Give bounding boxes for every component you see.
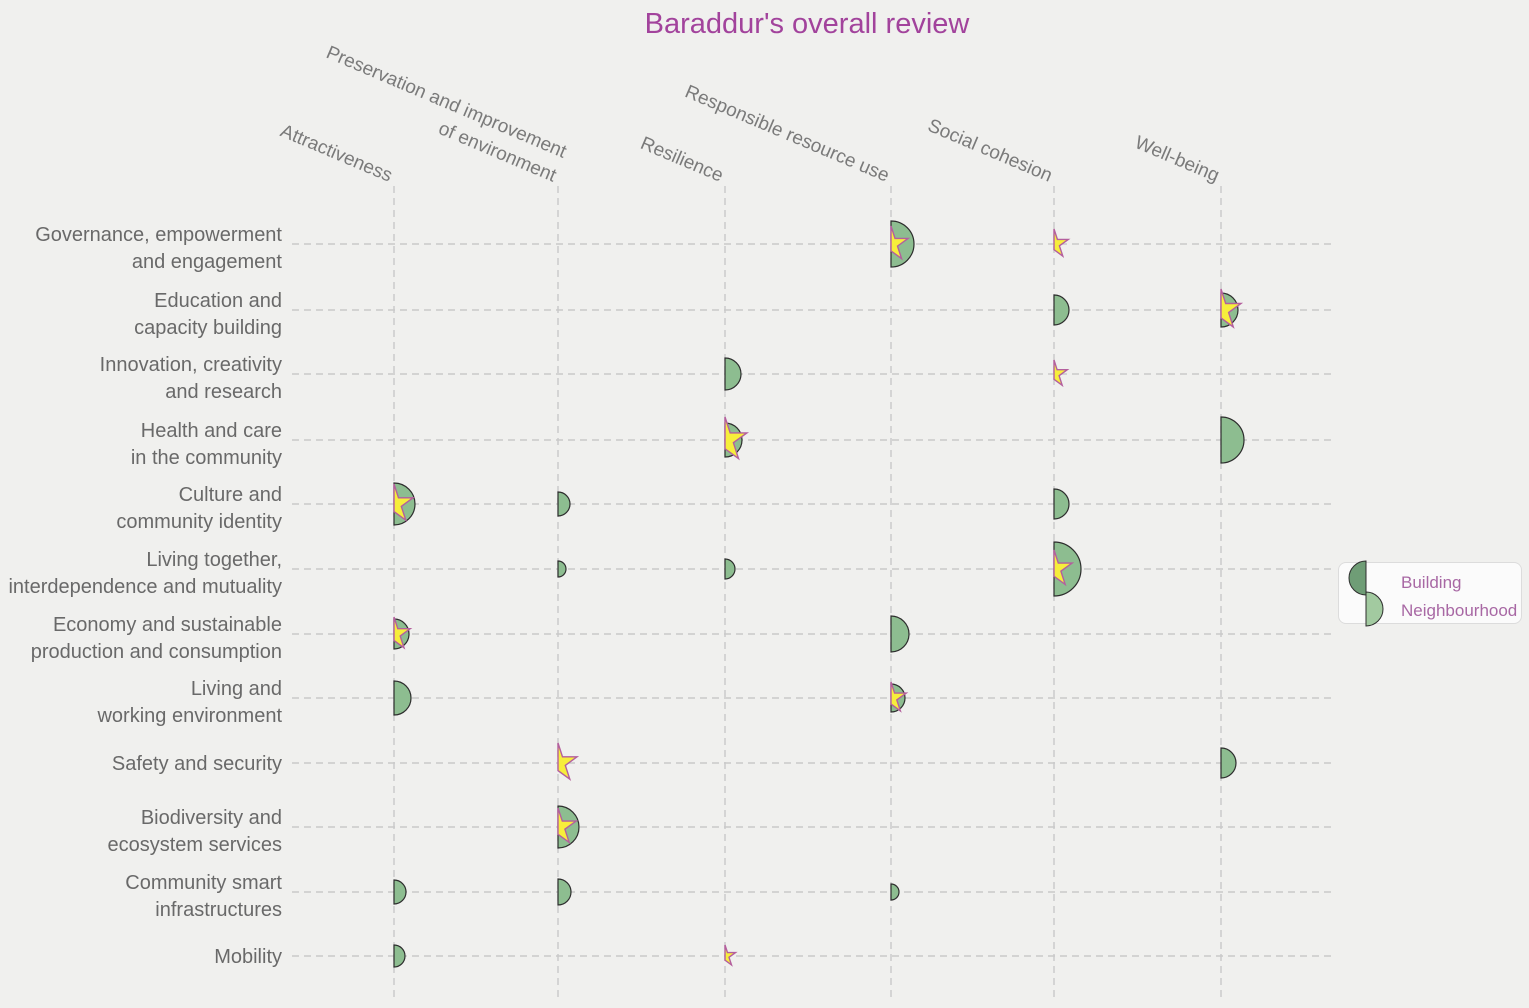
neighbourhood-semicircle-marker: [393, 944, 406, 968]
row-label: Health and care in the community: [131, 420, 282, 469]
neighbourhood-semicircle-marker: [890, 883, 900, 901]
building-half-star-marker: [890, 225, 911, 261]
neighbourhood-semicircle-marker: [1053, 294, 1070, 326]
column-label: Social cohesion: [925, 115, 1056, 186]
row-label: Biodiversity and ecosystem services: [108, 807, 283, 856]
building-half-star-marker: [724, 416, 750, 461]
neighbourhood-semicircle-marker: [724, 558, 736, 580]
neighbourhood-semicircle-marker: [557, 491, 571, 517]
neighbourhood-semicircle-marker: [890, 615, 910, 653]
building-half-star-marker: [1220, 288, 1244, 329]
column-label: Well-being: [1132, 132, 1223, 186]
legend-item-neighbourhood[interactable]: Neighbourhood: [1401, 601, 1518, 620]
row-label: Living and working environment: [96, 678, 282, 727]
row-label: Governance, empowerment and engagement: [35, 224, 282, 273]
building-half-star-marker: [393, 483, 416, 523]
building-half-star-marker: [393, 616, 413, 650]
building-half-star-marker: [1053, 359, 1070, 388]
building-half-star-marker: [557, 807, 579, 845]
half-circles-legend-icon: [1348, 560, 1384, 627]
neighbourhood-semicircle-marker: [393, 680, 412, 716]
column-label: Resilience: [637, 133, 726, 187]
row-label: Culture and community identity: [116, 484, 282, 533]
neighbourhood-semicircle-marker: [724, 357, 742, 391]
neighbourhood-semicircle-marker: [393, 879, 407, 905]
building-half-star-marker: [1053, 549, 1075, 587]
building-half-star-marker: [724, 944, 738, 967]
legend-building-semicircle-icon: [1348, 560, 1367, 596]
row-label: Economy and sustainable production and co…: [31, 614, 282, 663]
row-label: Education and capacity building: [134, 290, 282, 339]
building-half-star-marker: [1053, 228, 1071, 258]
neighbourhood-semicircle-marker: [1220, 747, 1237, 779]
building-half-star-marker: [890, 681, 909, 713]
neighbourhood-semicircle-marker: [557, 878, 572, 906]
row-label: Safety and security: [112, 753, 282, 775]
neighbourhood-semicircle-marker: [557, 560, 567, 578]
legend-neighbourhood-semicircle-icon: [1365, 591, 1384, 627]
row-label: Living together, interdependence and mutu…: [8, 549, 282, 598]
chart-title: Baraddur's overall review: [644, 8, 970, 40]
neighbourhood-semicircle-marker: [1053, 488, 1070, 520]
legend-item-building[interactable]: Building: [1401, 573, 1462, 592]
row-label: Innovation, creativity and research: [100, 354, 282, 403]
legend-labels: Building Neighbourhood: [1401, 569, 1517, 625]
neighbourhood-semicircle-marker: [1220, 416, 1245, 464]
row-label: Mobility: [214, 946, 282, 968]
column-label: Attractiveness: [277, 121, 395, 187]
neighbourhood-semicircle-marker: [1053, 541, 1082, 597]
row-label: Community smart infrastructures: [125, 872, 282, 921]
building-half-star-marker: [557, 742, 580, 782]
legend: Building Neighbourhood: [1338, 560, 1522, 627]
